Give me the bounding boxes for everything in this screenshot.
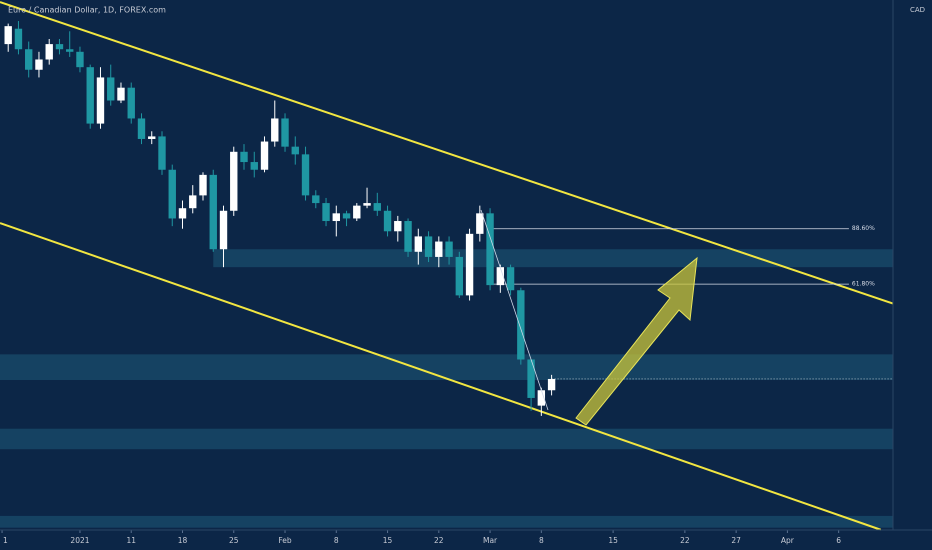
candle-body [506, 267, 515, 291]
candle-body [404, 221, 412, 252]
candle-body [4, 26, 12, 45]
candle-body [476, 213, 484, 234]
candle-body [86, 67, 94, 124]
candle-body [496, 267, 505, 286]
candle-body [383, 210, 392, 232]
candle-body [373, 203, 381, 211]
x-tick-label: 15 [608, 536, 618, 545]
channel-line [0, 222, 882, 531]
candle-body [527, 359, 535, 398]
candle-body [332, 213, 340, 222]
candle-body [455, 256, 464, 296]
candle-body [394, 221, 402, 232]
currency-label: CAD [910, 6, 925, 14]
candle-body [291, 146, 299, 155]
candle-body [312, 195, 320, 204]
x-tick-label: Feb [278, 536, 292, 545]
candle-body [107, 77, 115, 101]
candle-body [240, 151, 248, 163]
candle-body [14, 28, 23, 50]
candle-body [353, 205, 361, 219]
x-tick-label: 1 [3, 536, 8, 545]
zone [0, 428, 893, 450]
candle-body [517, 290, 525, 360]
candle-body [148, 136, 156, 139]
x-tick-label: 22 [434, 536, 444, 545]
candle-body [158, 136, 166, 170]
candle-body [486, 213, 494, 286]
x-tick-label: Apr [781, 536, 795, 545]
candle-body [137, 118, 146, 139]
x-tick-label: 25 [229, 536, 239, 545]
zone [213, 249, 894, 268]
candle-body [219, 210, 228, 250]
fib-anchor-line [480, 209, 549, 411]
x-tick-label: 2021 [70, 536, 89, 545]
zone [0, 515, 893, 528]
candle-body [301, 154, 310, 196]
candle-body [96, 77, 105, 124]
x-tick-label: 11 [126, 536, 136, 545]
x-tick-label: 6 [836, 536, 841, 545]
x-tick-label: 22 [680, 536, 690, 545]
price-axis [893, 0, 932, 530]
candle-body [168, 169, 176, 219]
chart-title: Euro / Canadian Dollar, 1D, FOREX.com [8, 6, 166, 15]
candle-body [414, 236, 422, 252]
candle-body [178, 208, 187, 219]
candle-body [35, 59, 43, 70]
candle-body [260, 141, 269, 170]
candle-body [465, 233, 474, 296]
candle-body [66, 49, 74, 52]
candle-body [189, 195, 197, 209]
fib-label: 88.60% [852, 225, 875, 232]
candle-body [424, 236, 433, 257]
candle-body [199, 174, 207, 196]
candle-body [435, 241, 443, 257]
x-tick-label: 18 [178, 536, 188, 545]
projection-arrow [575, 256, 698, 426]
candle-body [281, 118, 289, 147]
x-tick-label: 27 [731, 536, 741, 545]
candle-body [445, 241, 453, 257]
candle-body [45, 44, 53, 60]
x-tick-label: 8 [334, 536, 339, 545]
candle-body [55, 44, 64, 50]
candle-body [322, 203, 330, 222]
candle-body [342, 213, 351, 219]
candle-body [271, 118, 279, 142]
x-tick-label: Mar [483, 536, 498, 545]
candle-body [209, 174, 217, 250]
candle-body [547, 378, 556, 391]
zone [0, 354, 893, 380]
candle-body [76, 51, 84, 68]
fib-label: 61.80% [852, 281, 875, 288]
candle-body [230, 151, 238, 211]
x-tick-label: 15 [383, 536, 393, 545]
candle-body [363, 203, 371, 206]
candle-body [250, 162, 258, 170]
channel-line [0, 1, 894, 305]
candle-body [127, 87, 135, 119]
x-tick-label: 8 [539, 536, 544, 545]
candle-body [117, 87, 125, 101]
candle-body [25, 49, 33, 70]
candle-body [537, 390, 546, 406]
